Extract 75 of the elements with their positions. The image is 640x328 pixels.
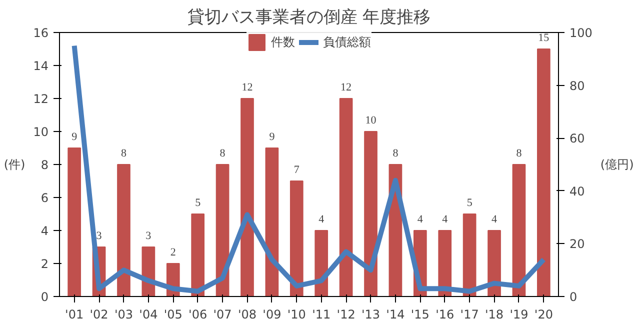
y-tick-label: 4 [40, 224, 49, 238]
y2-tick-label: 40 [570, 184, 585, 198]
data-label: 8 [392, 148, 399, 160]
x-tick-label: '15 [410, 308, 430, 322]
y2-tick-label: 60 [570, 132, 585, 146]
data-label: 3 [146, 230, 152, 242]
x-tick-label: '06 [188, 308, 208, 322]
x-tick-label: '02 [90, 308, 108, 322]
y-tick-label: 14 [33, 59, 49, 73]
legend-label: 負債総額 [323, 34, 371, 50]
bar [290, 180, 304, 296]
y2-tick-label: 80 [570, 78, 585, 93]
y2-tick-label: 0 [570, 290, 578, 304]
y2-axis-title: (億円) [600, 158, 634, 172]
x-tick-label: '04 [139, 308, 158, 322]
y2-tick-label: 20 [570, 237, 585, 252]
x-tick-label: '20 [534, 308, 553, 322]
bar [216, 164, 230, 296]
bar [462, 214, 476, 296]
data-label: 2 [170, 246, 176, 258]
chart-title: 貸切バス事業者の倒産 年度推移 [187, 8, 431, 28]
bar [512, 164, 526, 296]
y-tick-label: 16 [33, 26, 49, 40]
x-tick-label: '14 [386, 308, 405, 322]
data-label: 5 [195, 197, 202, 209]
x-tick-label: '17 [460, 308, 479, 322]
data-label: 15 [538, 32, 550, 44]
x-tick-label: '08 [238, 308, 257, 322]
data-label: 8 [220, 148, 226, 160]
bar [191, 214, 205, 296]
data-label: 12 [340, 82, 352, 94]
y-tick-label: 8 [40, 158, 49, 172]
x-tick-label: '09 [262, 308, 282, 322]
bar [364, 131, 378, 296]
bar [240, 98, 254, 296]
x-tick-label: '01 [65, 308, 84, 322]
data-label: 4 [417, 214, 424, 226]
x-tick-label: '10 [287, 308, 306, 322]
y-tick-label: 6 [40, 191, 49, 205]
y-tick-label: 2 [40, 257, 49, 271]
bar [537, 48, 550, 296]
legend-label: 件数 [271, 34, 295, 50]
data-label: 4 [442, 214, 448, 226]
bar [339, 98, 353, 296]
data-label: 8 [120, 148, 127, 160]
data-label: 10 [365, 114, 377, 126]
bar [265, 148, 279, 296]
data-label: 9 [72, 131, 78, 143]
y-axis-title: (件) [4, 158, 26, 172]
data-label: 9 [269, 131, 276, 143]
data-label: 5 [466, 197, 473, 209]
data-label: 4 [318, 214, 325, 226]
data-label: 3 [96, 230, 102, 242]
x-tick-label: '16 [436, 308, 454, 322]
bar [488, 230, 501, 296]
bar [438, 230, 452, 296]
data-label: 7 [294, 164, 300, 176]
bar [117, 164, 130, 296]
x-tick-label: '07 [213, 308, 232, 322]
y-tick-label: 12 [33, 92, 49, 106]
bar [314, 230, 328, 296]
data-label: 12 [242, 82, 253, 94]
y-tick-label: 0 [40, 290, 49, 304]
y2-tick-label: 100 [570, 26, 592, 40]
data-label: 4 [492, 214, 498, 226]
x-tick-label: '12 [336, 308, 356, 322]
x-tick-label: '13 [361, 308, 380, 322]
x-tick-label: '19 [510, 308, 528, 322]
bar [68, 148, 81, 296]
data-label: 8 [516, 148, 522, 160]
x-tick-label: '05 [164, 308, 182, 322]
x-tick-label: '03 [114, 308, 134, 322]
x-tick-label: '18 [484, 308, 504, 322]
x-tick-label: '11 [312, 308, 331, 322]
y-tick-label: 10 [33, 125, 49, 139]
